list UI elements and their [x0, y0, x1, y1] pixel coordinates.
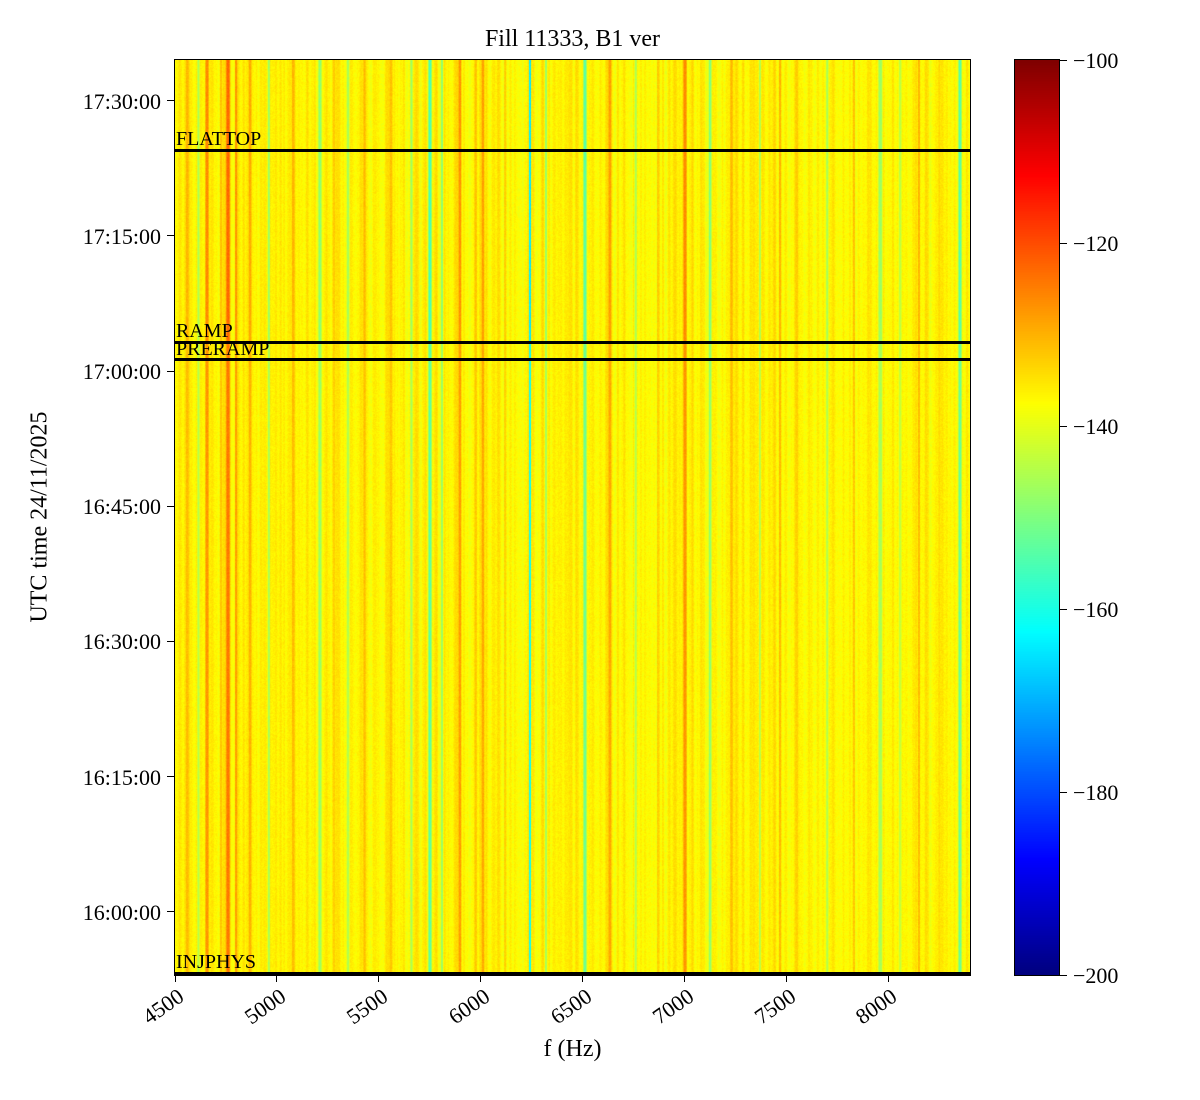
- x-tick-mark: [480, 975, 482, 982]
- y-tick-label: 16:45:00: [82, 494, 161, 520]
- beam-mode-label-ramp: RAMP: [176, 320, 233, 343]
- x-tick-mark: [174, 975, 176, 982]
- beam-mode-label-flattop: FLATTOP: [176, 128, 262, 151]
- colorbar-tick-label: −180: [1073, 780, 1119, 805]
- beam-mode-label-injphys: INJPHYS: [176, 951, 257, 973]
- y-tick-label: 17:00:00: [82, 359, 161, 384]
- y-tick-label: 16:15:00: [82, 764, 161, 790]
- colorbar-tick-mark: [1059, 791, 1067, 793]
- beam-mode-line-injphys: [175, 971, 970, 975]
- y-tick-mark: [167, 370, 175, 372]
- x-tick-mark: [276, 975, 278, 982]
- colorbar-tick-mark: [1059, 425, 1067, 427]
- y-tick-mark: [167, 911, 175, 913]
- y-tick-label: 17:30:00: [82, 88, 161, 114]
- x-tick-mark: [582, 975, 584, 982]
- beam-mode-label-preramp: PRERAMP: [176, 337, 270, 360]
- y-tick-mark: [167, 776, 175, 778]
- colorbar-tick-label: −200: [1073, 963, 1119, 988]
- colorbar-tick-label: −100: [1073, 48, 1119, 73]
- colorbar-tick-mark: [1059, 608, 1067, 610]
- heatmap-canvas: [175, 60, 970, 975]
- colorbar-tick-mark: [1059, 242, 1067, 244]
- x-tick-mark: [786, 975, 788, 982]
- colorbar-tick-mark: [1059, 974, 1067, 976]
- y-tick-label: 16:30:00: [82, 629, 161, 655]
- y-tick-mark: [167, 505, 175, 507]
- y-tick-mark: [167, 235, 175, 237]
- y-tick-mark: [167, 100, 175, 102]
- beam-mode-line-ramp: [175, 340, 970, 344]
- x-axis-label: f (Hz): [543, 1036, 602, 1062]
- x-tick-mark: [378, 975, 380, 982]
- x-tick-mark: [684, 975, 686, 982]
- y-tick-label: 17:15:00: [82, 223, 161, 249]
- chart-title: Fill 11333, B1 ver: [484, 26, 661, 52]
- colorbar-canvas: [1015, 60, 1059, 975]
- colorbar-tick-label: −120: [1073, 231, 1119, 256]
- y-tick-label: 16:00:00: [82, 899, 161, 925]
- y-tick-mark: [167, 640, 175, 642]
- colorbar-tick-mark: [1059, 59, 1067, 61]
- beam-mode-line-flattop: [175, 148, 970, 152]
- colorbar-tick-label: −140: [1073, 414, 1119, 439]
- x-tick-mark: [887, 975, 889, 982]
- colorbar-tick-label: −160: [1073, 597, 1119, 622]
- beam-mode-line-preramp: [175, 358, 970, 362]
